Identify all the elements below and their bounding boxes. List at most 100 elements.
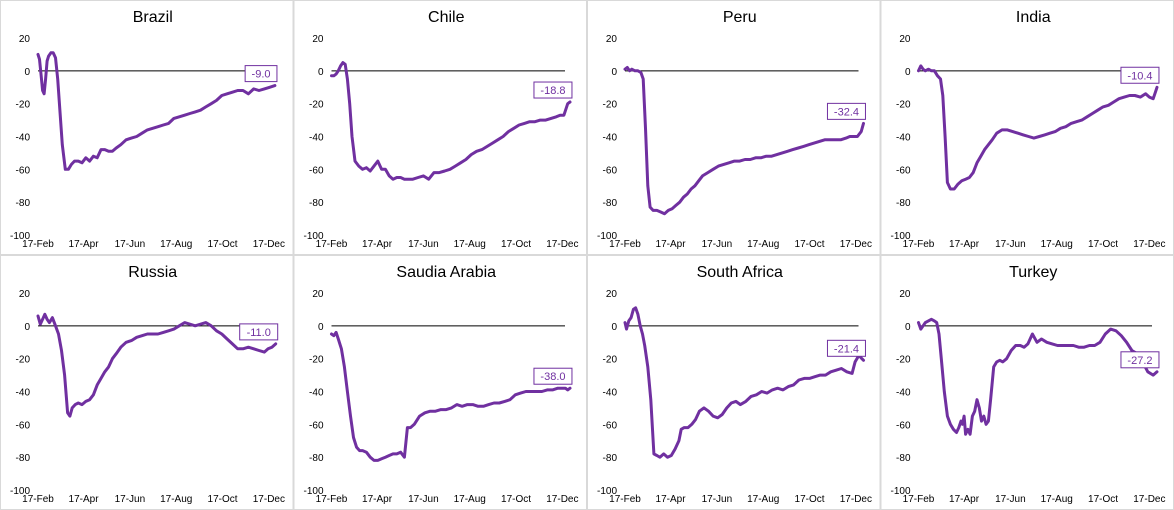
end-value-label: -21.4 [834,343,859,355]
x-tick-label: 17-Jun [995,239,1026,250]
y-tick-label: -80 [896,198,911,209]
end-value-label: -27.2 [1127,355,1152,367]
series-line-peru [623,66,865,216]
y-tick-label: -20 [309,100,324,111]
x-tick-label: 17-Feb [22,239,54,250]
chart-title: Russia [128,264,177,281]
x-tick-label: 17-Jun [408,494,439,505]
y-tick-label: -20 [896,355,911,366]
x-tick-label: 17-Aug [747,239,779,250]
x-tick-label: 17-Apr [362,494,393,505]
y-tick-label: -40 [16,133,31,144]
x-tick-label: 17-Aug [454,239,486,250]
x-tick-label: 17-Oct [501,239,531,250]
y-tick-label: -80 [309,453,324,464]
end-value-label: -9.0 [252,69,271,81]
x-tick-label: 17-Jun [115,494,146,505]
y-tick-label: -20 [309,355,324,366]
y-tick-label: 0 [318,322,324,333]
y-tick-label: -40 [603,388,618,399]
chart-title: Peru [723,9,757,26]
x-tick-label: 17-Feb [609,494,641,505]
end-value-box [533,81,573,99]
series-line-south-africa [623,306,865,459]
y-tick-label: -40 [16,388,31,399]
end-value-box [826,339,866,357]
chart-title: Saudia Arabia [396,264,496,281]
y-tick-label: -60 [16,420,31,431]
y-tick-label: -80 [603,198,618,209]
x-tick-label: 17-Feb [316,239,348,250]
y-tick-label: -40 [309,133,324,144]
x-tick-label: 17-Oct [208,239,238,250]
y-tick-label: -40 [309,388,324,399]
panel-border [0,255,294,510]
y-tick-label: -100 [10,486,30,497]
x-tick-label: 17-Oct [501,494,531,505]
end-value-label: -18.8 [540,85,565,97]
x-tick-label: 17-Feb [22,494,54,505]
x-tick-label: 17-Oct [208,494,238,505]
y-tick-label: 0 [318,67,324,78]
x-tick-label: 17-Jun [702,494,733,505]
y-tick-label: -20 [896,100,911,111]
x-tick-label: 17-Aug [1041,494,1073,505]
panel-border [293,0,587,255]
y-tick-label: -20 [16,100,31,111]
end-value-box [533,367,573,385]
y-tick-label: 20 [606,289,618,300]
x-tick-label: 17-Aug [454,494,486,505]
x-tick-label: 17-Apr [362,239,393,250]
y-tick-label: -80 [896,453,911,464]
x-tick-label: 17-Dec [546,494,578,505]
y-tick-label: 0 [24,322,30,333]
x-tick-label: 17-Aug [160,239,192,250]
series-line-brazil [36,51,277,171]
x-tick-label: 17-Oct [1088,239,1118,250]
y-tick-label: -100 [597,486,617,497]
end-value-box [244,65,278,83]
y-tick-label: -60 [896,165,911,176]
end-value-box [826,102,866,120]
y-tick-label: -60 [603,420,618,431]
y-tick-label: -20 [603,355,618,366]
x-tick-label: 17-Apr [69,494,100,505]
y-tick-label: 0 [905,322,911,333]
x-tick-label: 17-Oct [795,239,825,250]
y-tick-label: -100 [890,486,910,497]
x-tick-label: 17-Dec [546,239,578,250]
y-tick-label: -80 [603,453,618,464]
x-tick-label: 17-Jun [702,239,733,250]
series-line-turkey [917,317,1159,436]
panel-border [0,0,294,255]
x-tick-label: 17-Feb [903,494,935,505]
x-tick-label: 17-Apr [949,239,980,250]
panel-border [880,255,1174,510]
x-tick-label: 17-Apr [69,239,100,250]
chart-title: India [1016,9,1051,26]
x-tick-label: 17-Dec [840,494,872,505]
series-line-chile [330,61,572,181]
y-tick-label: -80 [16,198,31,209]
x-tick-label: 17-Jun [408,239,439,250]
y-tick-label: 0 [611,67,617,78]
end-value-label: -10.4 [1127,70,1152,82]
y-tick-label: 0 [611,322,617,333]
y-tick-label: 20 [606,34,618,45]
panel-border [587,255,881,510]
end-value-box [1120,351,1160,369]
y-tick-label: -60 [896,420,911,431]
y-tick-label: -60 [16,165,31,176]
y-tick-label: -60 [309,165,324,176]
x-tick-label: 17-Feb [609,239,641,250]
y-tick-label: -20 [603,100,618,111]
series-line-russia [36,312,278,418]
y-tick-label: -100 [303,486,323,497]
y-tick-label: 0 [24,67,30,78]
x-tick-label: 17-Jun [115,239,146,250]
